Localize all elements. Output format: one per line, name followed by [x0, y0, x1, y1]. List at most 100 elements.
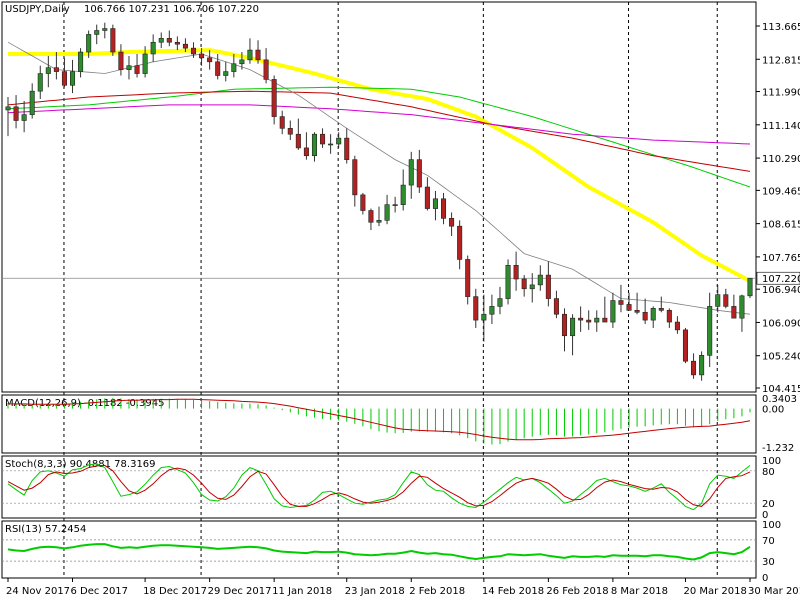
stoch-k-line	[7, 463, 751, 511]
ohlc-label: 106.766 107.231 106.706 107.220	[84, 4, 259, 15]
bearish-candle	[465, 259, 471, 297]
bearish-candle	[13, 106, 19, 121]
bearish-candle	[586, 319, 592, 323]
bearish-candle	[731, 306, 737, 319]
date-axis-label: 29 Dec 2017	[208, 586, 272, 597]
bearish-candle	[344, 137, 350, 160]
stoch-axis-label: 100	[762, 456, 781, 467]
bullish-candle	[497, 298, 503, 307]
bullish-candle	[336, 137, 342, 145]
price-axis-label: 106.090	[762, 318, 800, 329]
bullish-candle	[707, 306, 713, 356]
bullish-candle	[699, 355, 705, 376]
bearish-candle	[320, 133, 326, 145]
rsi-axis-label: 30	[762, 557, 775, 568]
rsi-line	[7, 543, 751, 561]
moving-average-green	[7, 86, 751, 188]
bullish-candle	[715, 294, 721, 307]
pane-frame-price	[1, 1, 757, 393]
rsi-label: RSI(13) 57.2454	[5, 524, 86, 535]
macd-axis-label: 0.00	[762, 405, 784, 416]
bullish-candle	[432, 198, 438, 209]
bearish-candle	[263, 59, 269, 80]
bearish-candle	[303, 147, 309, 157]
bullish-candle	[481, 313, 487, 321]
bullish-candle	[21, 114, 27, 121]
price-axis-label: 109.465	[762, 186, 800, 197]
bearish-candle	[561, 313, 568, 337]
bearish-candle	[473, 296, 479, 321]
bullish-candle	[102, 28, 108, 31]
bullish-candle	[400, 184, 406, 205]
bearish-candle	[134, 65, 140, 74]
bullish-candle	[5, 106, 11, 111]
bearish-candle	[658, 308, 664, 311]
pane-frame-rsi	[1, 520, 757, 579]
bearish-candle	[723, 294, 729, 307]
bullish-candle	[747, 277, 753, 297]
stoch-axis-label: 20	[762, 499, 775, 510]
price-axis-label: 104.415	[762, 384, 800, 395]
pane-frame-stoch	[1, 455, 757, 519]
bullish-candle	[78, 51, 84, 72]
bullish-candle	[408, 159, 414, 186]
bullish-candle	[158, 38, 164, 43]
bearish-candle	[182, 43, 188, 49]
bullish-candle	[570, 317, 576, 337]
bullish-candle	[29, 90, 35, 115]
rsi-axis-label: 0	[762, 573, 768, 584]
bullish-candle	[610, 300, 616, 323]
date-axis-label: 6 Dec 2017	[71, 586, 129, 597]
bearish-candle	[682, 329, 688, 362]
bullish-candle	[126, 65, 132, 70]
bearish-candle	[626, 304, 632, 311]
bullish-candle	[247, 49, 253, 61]
bullish-candle	[739, 295, 745, 319]
bearish-candle	[255, 49, 261, 61]
bearish-candle	[674, 321, 680, 331]
bearish-candle	[553, 298, 559, 315]
bullish-candle	[650, 308, 656, 321]
bullish-candle	[311, 133, 317, 157]
bearish-candle	[287, 128, 293, 135]
moving-average-magenta	[7, 104, 751, 145]
bearish-candle	[271, 79, 277, 117]
bullish-candle	[223, 71, 229, 76]
bearish-candle	[449, 218, 455, 227]
date-axis-label: 30 Mar 2018	[748, 586, 800, 597]
date-axis-label: 26 Feb 2018	[546, 586, 608, 597]
bearish-candle	[360, 194, 366, 211]
bullish-candle	[142, 53, 148, 74]
rsi-axis-label: 100	[762, 520, 781, 531]
bearish-candle	[352, 159, 358, 196]
bullish-candle	[94, 30, 100, 35]
bearish-candle	[174, 41, 180, 45]
bearish-candle	[199, 53, 205, 59]
bearish-candle	[166, 38, 172, 43]
bearish-candle	[424, 186, 430, 209]
price-axis-label: 107.765	[762, 253, 800, 264]
bullish-candle	[45, 67, 51, 74]
bullish-candle	[150, 41, 156, 55]
price-axis-label: 111.140	[762, 121, 800, 132]
bullish-candle	[70, 71, 76, 86]
bearish-candle	[521, 278, 527, 290]
price-axis-label: 110.290	[762, 154, 800, 165]
current-price-box	[756, 271, 800, 285]
moving-average-yellow	[8, 48, 751, 283]
bearish-candle	[602, 317, 608, 323]
bearish-candle	[634, 310, 640, 313]
date-axis-label: 2 Feb 2018	[409, 586, 465, 597]
pane-frame-macd	[1, 394, 757, 454]
price-axis-label: 111.990	[762, 88, 800, 99]
bearish-candle	[691, 360, 697, 376]
macd-signal-line	[8, 398, 751, 441]
bullish-candle	[37, 73, 43, 92]
bearish-candle	[53, 67, 59, 72]
date-axis-label: 24 Nov 2017	[6, 586, 70, 597]
bearish-candle	[61, 71, 67, 86]
symbol-label: USDJPY,Daily	[5, 4, 70, 15]
bearish-candle	[441, 198, 447, 219]
